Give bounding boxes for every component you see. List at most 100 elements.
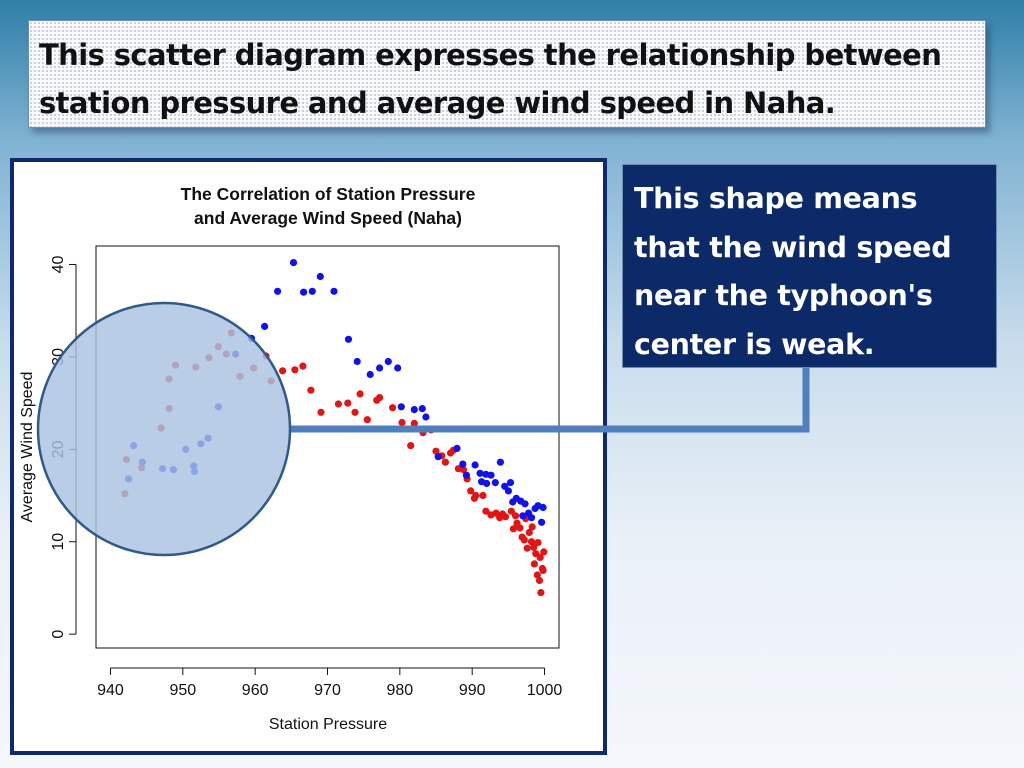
data-point	[366, 370, 374, 379]
data-point	[520, 536, 528, 544]
data-point	[507, 507, 515, 515]
data-point	[307, 386, 315, 394]
data-point	[353, 357, 361, 366]
data-point	[491, 479, 499, 487]
data-point	[519, 512, 527, 520]
data-point	[419, 429, 427, 437]
data-point	[394, 364, 402, 372]
data-point	[227, 329, 235, 337]
data-point	[504, 487, 512, 495]
data-point	[441, 458, 449, 466]
chart-frame: The Correlation of Station Pressure and A…	[10, 158, 607, 755]
x-tick-label: 970	[314, 682, 341, 699]
data-point	[250, 364, 258, 372]
callout-text: This shape means that the wind speed nea…	[634, 182, 952, 361]
data-point	[236, 372, 244, 380]
data-point	[432, 447, 440, 455]
x-tick-label: 950	[169, 682, 196, 699]
data-point	[533, 571, 541, 579]
data-point	[462, 471, 470, 479]
data-point	[471, 461, 479, 469]
data-point	[363, 416, 371, 424]
data-point	[479, 491, 487, 500]
x-tick-label: 960	[242, 682, 269, 699]
data-point	[539, 566, 547, 574]
data-point	[130, 442, 138, 450]
data-point	[487, 471, 495, 479]
data-points	[121, 259, 548, 597]
data-point	[398, 418, 406, 427]
data-point	[534, 539, 542, 547]
data-point	[330, 287, 338, 295]
data-point	[496, 458, 504, 466]
data-point	[165, 405, 173, 413]
y-axis-label: Average Wind Speed	[19, 372, 36, 523]
data-point	[410, 419, 418, 427]
data-point	[528, 523, 536, 531]
data-point	[279, 367, 287, 375]
data-point	[262, 352, 270, 360]
data-point	[521, 500, 529, 508]
data-point	[499, 510, 507, 518]
slide-title: This scatter diagram expresses the relat…	[39, 38, 942, 120]
data-point	[316, 272, 324, 281]
data-point	[509, 525, 517, 533]
data-point	[470, 494, 478, 502]
data-point	[389, 404, 397, 412]
data-point	[467, 487, 475, 495]
y-tick-label: 10	[50, 533, 67, 551]
data-point	[506, 479, 515, 487]
x-tick-label: 940	[97, 682, 124, 699]
data-point	[300, 288, 308, 296]
data-point	[267, 377, 275, 385]
data-point	[299, 362, 307, 370]
data-point	[538, 518, 546, 526]
data-point	[205, 354, 213, 362]
data-point	[376, 364, 384, 372]
data-point	[530, 560, 539, 568]
data-point	[530, 543, 538, 551]
data-point	[512, 512, 520, 520]
data-point	[476, 469, 484, 477]
y-axis: 0 10 20 30 40	[50, 255, 77, 639]
data-point	[172, 361, 180, 369]
data-point	[527, 514, 536, 522]
data-point	[453, 444, 461, 452]
data-point	[344, 399, 352, 407]
x-axis-label: Station Pressure	[269, 716, 387, 733]
data-point	[308, 287, 316, 295]
data-point	[190, 467, 198, 476]
data-point	[536, 553, 544, 561]
data-point	[247, 334, 256, 342]
data-point	[459, 466, 468, 474]
data-point	[261, 322, 269, 330]
slide-title-box: This scatter diagram expresses the relat…	[28, 20, 986, 128]
data-point	[214, 343, 222, 351]
data-point	[344, 335, 353, 343]
data-point	[407, 442, 415, 450]
data-point	[397, 403, 405, 411]
x-tick-label: 990	[459, 682, 486, 699]
data-point	[122, 455, 130, 464]
data-point	[222, 350, 230, 358]
data-point	[540, 548, 548, 556]
data-point	[459, 460, 467, 468]
data-point	[182, 445, 190, 453]
data-point	[356, 390, 364, 398]
y-tick-label: 20	[50, 440, 67, 458]
data-point	[121, 490, 129, 498]
data-point	[317, 408, 325, 416]
data-point	[169, 466, 177, 474]
data-point	[516, 524, 524, 532]
data-point	[539, 503, 547, 512]
chart-title: The Correlation of Station Pressure and A…	[181, 184, 476, 228]
data-point	[483, 479, 491, 488]
data-point	[351, 408, 359, 416]
data-point	[376, 394, 384, 402]
data-point	[410, 406, 418, 414]
data-point	[422, 413, 430, 421]
chart-title-line: The Correlation of Station Pressure	[181, 184, 476, 204]
data-point	[289, 259, 298, 267]
data-point	[125, 475, 133, 483]
data-point	[197, 440, 205, 448]
